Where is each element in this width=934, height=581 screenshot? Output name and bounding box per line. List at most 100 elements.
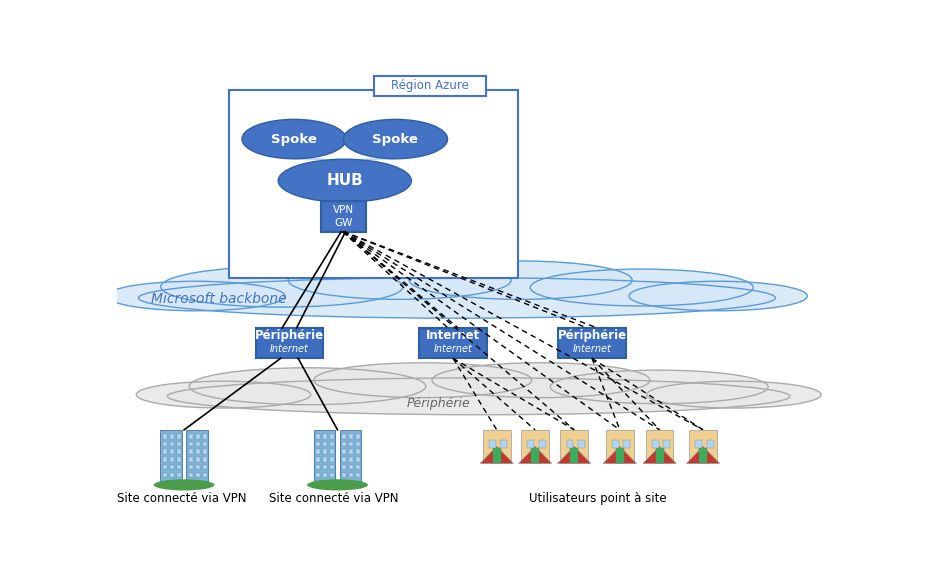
Ellipse shape bbox=[136, 381, 311, 408]
Polygon shape bbox=[643, 446, 676, 464]
FancyBboxPatch shape bbox=[163, 442, 166, 446]
Ellipse shape bbox=[106, 281, 285, 311]
FancyBboxPatch shape bbox=[317, 457, 320, 462]
Ellipse shape bbox=[409, 261, 632, 299]
FancyBboxPatch shape bbox=[323, 465, 327, 469]
FancyBboxPatch shape bbox=[203, 465, 206, 469]
FancyBboxPatch shape bbox=[559, 328, 626, 358]
Text: Région Azure: Région Azure bbox=[390, 79, 469, 92]
Ellipse shape bbox=[161, 267, 403, 307]
FancyBboxPatch shape bbox=[189, 449, 192, 454]
FancyBboxPatch shape bbox=[349, 449, 353, 454]
FancyBboxPatch shape bbox=[331, 465, 334, 469]
FancyBboxPatch shape bbox=[707, 440, 714, 449]
Ellipse shape bbox=[344, 119, 447, 159]
FancyBboxPatch shape bbox=[342, 465, 347, 469]
Ellipse shape bbox=[531, 269, 753, 306]
FancyBboxPatch shape bbox=[177, 465, 181, 469]
Text: Spoke: Spoke bbox=[373, 132, 418, 146]
FancyBboxPatch shape bbox=[528, 440, 534, 449]
Ellipse shape bbox=[154, 479, 215, 490]
FancyBboxPatch shape bbox=[317, 449, 320, 454]
Polygon shape bbox=[518, 446, 552, 464]
FancyBboxPatch shape bbox=[331, 434, 334, 439]
FancyBboxPatch shape bbox=[177, 472, 181, 477]
FancyBboxPatch shape bbox=[196, 465, 200, 469]
FancyBboxPatch shape bbox=[196, 442, 200, 446]
FancyBboxPatch shape bbox=[161, 430, 182, 481]
FancyBboxPatch shape bbox=[170, 457, 174, 462]
FancyBboxPatch shape bbox=[349, 434, 353, 439]
Ellipse shape bbox=[432, 363, 650, 397]
FancyBboxPatch shape bbox=[177, 442, 181, 446]
FancyBboxPatch shape bbox=[331, 457, 334, 462]
FancyBboxPatch shape bbox=[663, 440, 670, 449]
FancyBboxPatch shape bbox=[612, 440, 619, 449]
FancyBboxPatch shape bbox=[331, 449, 334, 454]
FancyBboxPatch shape bbox=[560, 430, 588, 464]
FancyBboxPatch shape bbox=[616, 449, 624, 464]
Text: Utilisateurs point à site: Utilisateurs point à site bbox=[530, 492, 667, 504]
Ellipse shape bbox=[190, 368, 426, 405]
FancyBboxPatch shape bbox=[342, 434, 347, 439]
FancyBboxPatch shape bbox=[342, 442, 347, 446]
Ellipse shape bbox=[629, 281, 807, 311]
FancyBboxPatch shape bbox=[203, 434, 206, 439]
FancyBboxPatch shape bbox=[170, 472, 174, 477]
Polygon shape bbox=[686, 446, 720, 464]
FancyBboxPatch shape bbox=[189, 442, 192, 446]
FancyBboxPatch shape bbox=[340, 430, 361, 481]
FancyBboxPatch shape bbox=[570, 449, 578, 464]
Text: Périphérie: Périphérie bbox=[558, 329, 627, 342]
FancyBboxPatch shape bbox=[689, 430, 716, 464]
FancyBboxPatch shape bbox=[349, 442, 353, 446]
FancyBboxPatch shape bbox=[489, 440, 496, 449]
Ellipse shape bbox=[314, 363, 531, 397]
FancyBboxPatch shape bbox=[342, 449, 347, 454]
FancyBboxPatch shape bbox=[374, 76, 486, 96]
Ellipse shape bbox=[646, 381, 821, 408]
FancyBboxPatch shape bbox=[163, 465, 166, 469]
FancyBboxPatch shape bbox=[189, 434, 192, 439]
FancyBboxPatch shape bbox=[606, 430, 633, 464]
FancyBboxPatch shape bbox=[357, 449, 361, 454]
FancyBboxPatch shape bbox=[646, 430, 673, 464]
Text: Site connecté via VPN: Site connecté via VPN bbox=[269, 492, 399, 504]
FancyBboxPatch shape bbox=[357, 434, 361, 439]
FancyBboxPatch shape bbox=[196, 449, 200, 454]
FancyBboxPatch shape bbox=[578, 440, 585, 449]
FancyBboxPatch shape bbox=[342, 457, 347, 462]
FancyBboxPatch shape bbox=[321, 201, 366, 232]
FancyBboxPatch shape bbox=[203, 472, 206, 477]
FancyBboxPatch shape bbox=[314, 430, 335, 481]
FancyBboxPatch shape bbox=[349, 472, 353, 477]
FancyBboxPatch shape bbox=[531, 449, 539, 464]
Polygon shape bbox=[603, 446, 636, 464]
Ellipse shape bbox=[307, 479, 368, 490]
FancyBboxPatch shape bbox=[357, 472, 361, 477]
FancyBboxPatch shape bbox=[170, 442, 174, 446]
Text: Internet: Internet bbox=[573, 345, 612, 354]
FancyBboxPatch shape bbox=[163, 434, 166, 439]
Ellipse shape bbox=[550, 370, 768, 404]
FancyBboxPatch shape bbox=[652, 440, 658, 449]
FancyBboxPatch shape bbox=[170, 465, 174, 469]
FancyBboxPatch shape bbox=[699, 449, 707, 464]
FancyBboxPatch shape bbox=[656, 449, 664, 464]
FancyBboxPatch shape bbox=[170, 434, 174, 439]
FancyBboxPatch shape bbox=[317, 465, 320, 469]
FancyBboxPatch shape bbox=[323, 442, 327, 446]
FancyBboxPatch shape bbox=[196, 434, 200, 439]
FancyBboxPatch shape bbox=[323, 472, 327, 477]
FancyBboxPatch shape bbox=[189, 457, 192, 462]
FancyBboxPatch shape bbox=[317, 442, 320, 446]
FancyBboxPatch shape bbox=[492, 449, 501, 464]
FancyBboxPatch shape bbox=[203, 457, 206, 462]
FancyBboxPatch shape bbox=[357, 442, 361, 446]
FancyBboxPatch shape bbox=[177, 457, 181, 462]
Ellipse shape bbox=[167, 378, 790, 415]
FancyBboxPatch shape bbox=[163, 457, 166, 462]
Text: Périphérie: Périphérie bbox=[255, 329, 324, 342]
FancyBboxPatch shape bbox=[163, 472, 166, 477]
FancyBboxPatch shape bbox=[317, 434, 320, 439]
